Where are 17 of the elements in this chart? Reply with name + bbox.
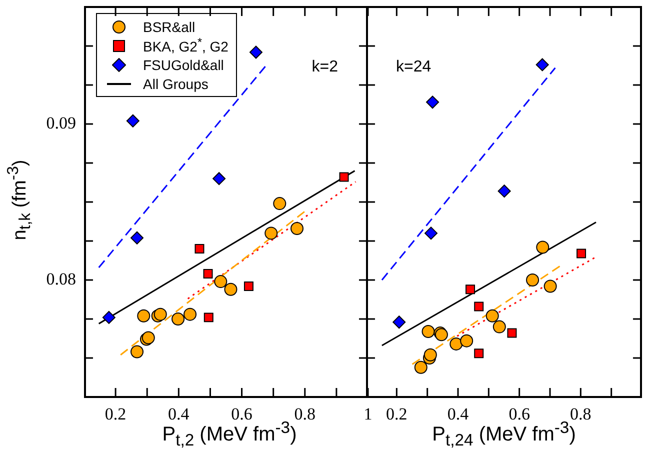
annotation: k=24 — [396, 58, 432, 76]
x-tick-label: 1 — [364, 404, 372, 424]
legend-label: BKA, G2$^{*}$, G2 — [143, 36, 228, 55]
y-tick-label: 0.08 — [46, 269, 76, 288]
x-tick-label: 0.6 — [508, 404, 530, 424]
x-tick-label: 0.2 — [386, 404, 408, 424]
x-tick-label: 0.4 — [447, 404, 470, 424]
x-tick-label: 0.2 — [104, 404, 126, 424]
legend-label: All Groups — [143, 76, 208, 92]
legend-label: FSUGold&all — [143, 56, 224, 72]
x-tick-label: 0.4 — [168, 404, 190, 424]
y-tick-label: 0.09 — [46, 113, 76, 132]
annotation: k=2 — [312, 58, 338, 76]
x-tick-label: 0.6 — [231, 404, 252, 424]
x-tick-label: 0.8 — [570, 404, 592, 424]
x-tick-label: 0.8 — [294, 404, 316, 424]
legend-label: BSR&all — [143, 18, 196, 34]
